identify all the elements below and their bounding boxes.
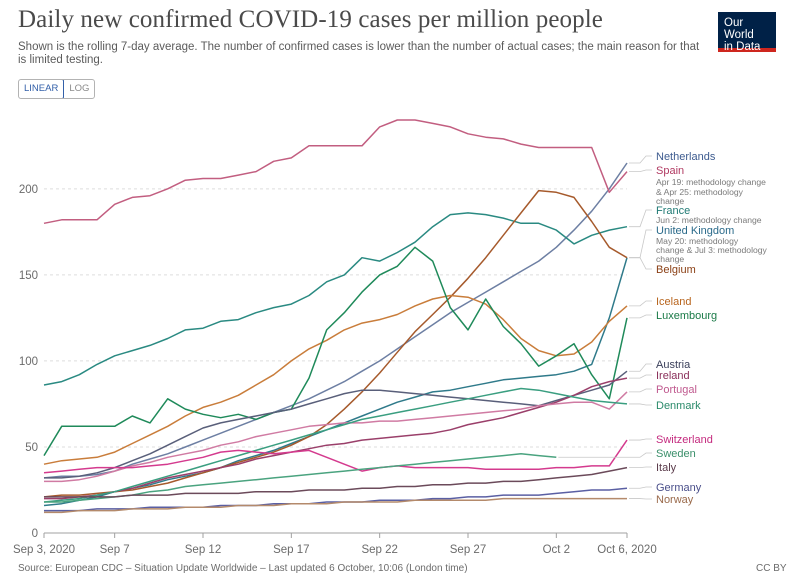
grid-lines xyxy=(44,188,627,534)
legend-label: Belgium xyxy=(656,264,696,276)
legend-connector xyxy=(629,403,652,406)
legend-connector xyxy=(629,388,652,393)
series-line-italy xyxy=(44,466,628,498)
y-axis-ticks: 0 50 100 150 200 xyxy=(19,184,38,540)
y-tick-label: 150 xyxy=(19,270,38,282)
x-tick-label: Sep 3, 2020 xyxy=(13,544,75,556)
legend-note: May 20: methodology xyxy=(656,236,739,246)
x-tick-label: Oct 6, 2020 xyxy=(597,544,656,556)
owid-logo[interactable]: Our World in Data xyxy=(718,12,776,53)
x-tick-label: Sep 7 xyxy=(100,544,130,556)
legend-connector xyxy=(629,155,652,164)
legend-connector xyxy=(629,486,652,489)
series-line-switzerland xyxy=(43,439,628,474)
x-tick-label: Sep 22 xyxy=(361,544,397,556)
scale-toggle: LINEAR LOG xyxy=(18,79,96,99)
legend-connector xyxy=(629,257,652,270)
series-line-denmark xyxy=(43,387,628,503)
legend-note: change xyxy=(656,196,684,206)
legend-label: Luxembourg xyxy=(656,310,717,322)
legend-note: & Apr 25: methodology xyxy=(656,187,744,197)
series-line-austria xyxy=(44,370,628,479)
legend-connector xyxy=(629,314,652,319)
x-tick-label: Sep 27 xyxy=(450,544,486,556)
series-line-ireland xyxy=(44,377,628,500)
legend-connectors xyxy=(558,155,652,500)
logo-line-2: in Data xyxy=(724,41,761,53)
y-tick-label: 200 xyxy=(19,184,38,196)
legend-label: Sweden xyxy=(656,448,696,460)
legend-connector xyxy=(629,169,652,173)
legend-connector xyxy=(629,209,652,228)
legend-connector xyxy=(629,300,652,307)
series-line-netherlands xyxy=(43,162,628,479)
legend-label: Austria xyxy=(656,359,691,371)
y-tick-label: 0 xyxy=(32,528,38,540)
logo-line-1: Our World xyxy=(724,17,754,41)
line-chart: 0 50 100 150 200 Sep 3, 2020 Sep 7 Sep 12 Sep 1… xyxy=(13,119,768,556)
x-tick-label: Sep 12 xyxy=(185,544,221,556)
legend-connector xyxy=(558,452,652,458)
legend-label: Spain xyxy=(656,165,684,177)
x-tick-label: Oct 2 xyxy=(543,544,570,556)
log-scale-button[interactable]: LOG xyxy=(69,83,90,94)
license-link[interactable]: CC BY xyxy=(756,563,787,574)
legend-label: Ireland xyxy=(656,370,690,382)
legend-label: Denmark xyxy=(656,400,701,412)
series-line-belgium xyxy=(43,189,628,498)
legend-label: Netherlands xyxy=(656,151,716,163)
legend-label: Switzerland xyxy=(656,434,713,446)
legend-label: France xyxy=(656,205,690,217)
legend-note: Jun 2: methodology change xyxy=(656,215,762,225)
y-tick-label: 100 xyxy=(19,356,38,368)
series-line-norway xyxy=(44,497,627,514)
x-axis: Sep 3, 2020 Sep 7 Sep 12 Sep 17 Sep 22 Sep 27… xyxy=(13,533,657,556)
legend-label: Norway xyxy=(656,494,694,506)
series-line-spain xyxy=(43,119,628,225)
x-tick-label: Sep 17 xyxy=(273,544,309,556)
legend-label: Portugal xyxy=(656,384,697,396)
legend-label: Iceland xyxy=(656,296,691,308)
series-line-portugal xyxy=(44,391,628,483)
series-lines xyxy=(43,119,628,514)
legend-connector xyxy=(629,363,652,372)
legend-note: Apr 19: methodology change xyxy=(656,177,766,187)
legend-label: Italy xyxy=(656,462,677,474)
legend-note: change xyxy=(656,254,684,264)
series-line-luxembourg xyxy=(43,246,628,456)
source-note: Source: European CDC – Situation Update … xyxy=(18,563,468,574)
legend-label: United Kingdom xyxy=(656,225,734,237)
legend-connector xyxy=(629,438,652,441)
series-line-sweden xyxy=(44,453,557,503)
series-line-united-kingdom xyxy=(43,257,628,507)
linear-scale-button[interactable]: LINEAR xyxy=(19,80,65,98)
y-tick-label: 50 xyxy=(25,442,38,454)
series-line-france xyxy=(43,212,628,386)
chart-title: Daily new confirmed COVID-19 cases per m… xyxy=(18,6,603,33)
legend-connector xyxy=(629,374,652,379)
legend-connector xyxy=(629,229,652,259)
series-line-germany xyxy=(44,487,628,512)
legend-note: change & Jul 3: methodology xyxy=(656,245,768,255)
chart-subtitle: Shown is the rolling 7-day average. The … xyxy=(18,41,700,66)
legend-label: Germany xyxy=(656,482,702,494)
legend-connector xyxy=(629,466,652,469)
series-line-iceland xyxy=(43,294,628,465)
